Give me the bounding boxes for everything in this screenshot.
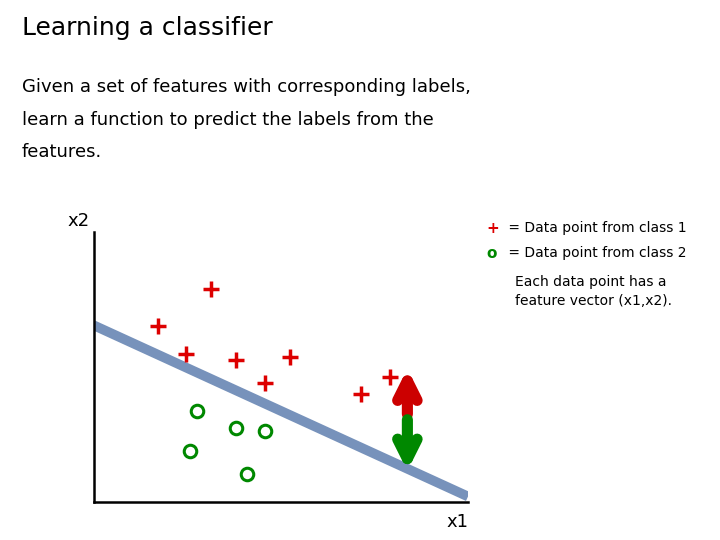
Text: Each data point has a: Each data point has a xyxy=(515,275,666,289)
Text: feature vector (x1,x2).: feature vector (x1,x2). xyxy=(515,294,672,308)
Text: +: + xyxy=(486,221,499,237)
Text: learn a function to predict the labels from the: learn a function to predict the labels f… xyxy=(22,111,433,129)
Text: features.: features. xyxy=(22,143,102,161)
Text: = Data point from class 1: = Data point from class 1 xyxy=(504,221,687,235)
Text: = Data point from class 2: = Data point from class 2 xyxy=(504,246,686,260)
Text: Learning a classifier: Learning a classifier xyxy=(22,16,272,40)
Text: Given a set of features with corresponding labels,: Given a set of features with correspondi… xyxy=(22,78,470,96)
Text: o: o xyxy=(486,246,496,261)
Text: x1: x1 xyxy=(446,513,468,531)
Text: x2: x2 xyxy=(68,212,90,230)
